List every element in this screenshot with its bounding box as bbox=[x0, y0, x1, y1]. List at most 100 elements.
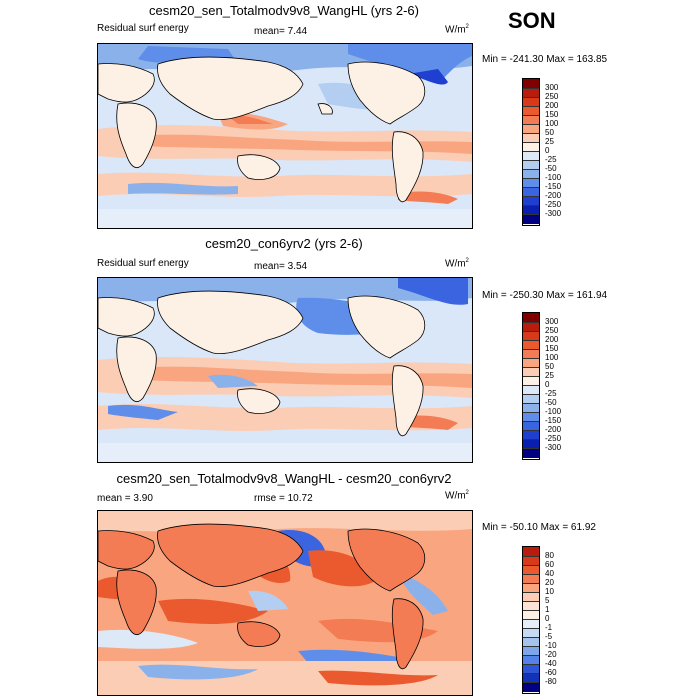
panel-2-colorbar-swatch bbox=[523, 431, 539, 440]
panel-3-colorbar-swatch bbox=[523, 665, 539, 674]
panel-2-tick-label: 50 bbox=[545, 362, 554, 371]
panel-3-colorbar-swatch bbox=[523, 602, 539, 611]
panel-3-tick-label: -5 bbox=[545, 632, 553, 641]
panel-1-tick-label: 150 bbox=[545, 110, 559, 119]
panel-2-tick-label: -300 bbox=[545, 443, 562, 452]
panel-3-tick-label: 1 bbox=[545, 605, 550, 614]
panel-3-rmse-label: rmse = 10.72 bbox=[254, 493, 313, 504]
panel-1-tick-label: -200 bbox=[545, 191, 562, 200]
panel-1-tick-label: 25 bbox=[545, 137, 554, 146]
panel-3-map bbox=[97, 510, 473, 696]
panel-3-colorbar-swatch bbox=[523, 620, 539, 629]
panel-2-colorbar-swatch bbox=[523, 440, 539, 449]
panel-3-colorbar-swatch bbox=[523, 584, 539, 593]
panel-3-mean-label: mean = 3.90 bbox=[97, 493, 153, 504]
panel-1-tick-label: 0 bbox=[545, 146, 550, 155]
panel-3-tick-label: 5 bbox=[545, 596, 550, 605]
panel-3-tick-label: 40 bbox=[545, 569, 554, 578]
panel-2-colorbar-swatch bbox=[523, 386, 539, 395]
panel-2-colorbar-swatch bbox=[523, 413, 539, 422]
panel-1-map bbox=[97, 43, 473, 229]
panel-3-colorbar-swatch bbox=[523, 638, 539, 647]
panel-3-colorbar-swatch bbox=[523, 647, 539, 656]
panel-2-colorbar-swatch bbox=[523, 377, 539, 386]
panel-2-tick-label: -200 bbox=[545, 425, 562, 434]
panel-1-colorbar-swatch bbox=[523, 161, 539, 170]
panel-2-tick-label: 300 bbox=[545, 317, 559, 326]
panel-2-tick-label: 0 bbox=[545, 380, 550, 389]
panel-2-map bbox=[97, 277, 473, 463]
panel-2-tick-label: -25 bbox=[545, 389, 557, 398]
panel-1-colorbar-swatch bbox=[523, 98, 539, 107]
panel-2-colorbar-swatch bbox=[523, 395, 539, 404]
panel-1-colorbar-swatch bbox=[523, 79, 539, 89]
panel-1-colorbar-swatch bbox=[523, 143, 539, 152]
panel-1-colorbar-swatch bbox=[523, 125, 539, 134]
panel-3-tick-label: -1 bbox=[545, 623, 553, 632]
panel-2-colorbar-swatch bbox=[523, 449, 539, 458]
panel-1-tick-label: 250 bbox=[545, 92, 559, 101]
panel-2-colorbar bbox=[522, 312, 540, 460]
panel-1-tick-label: -50 bbox=[545, 164, 557, 173]
panel-3-colorbar-swatch bbox=[523, 557, 539, 566]
panel-3-colorbar-swatch bbox=[523, 674, 539, 683]
panel-3-tick-label: -10 bbox=[545, 641, 557, 650]
panel-2-tick-label: -50 bbox=[545, 398, 557, 407]
panel-2-title: cesm20_con6yrv2 (yrs 2-6) bbox=[205, 236, 363, 251]
panel-3-tick-label: 60 bbox=[545, 560, 554, 569]
panel-1-colorbar-swatch bbox=[523, 134, 539, 143]
panel-3-colorbar-swatch bbox=[523, 593, 539, 602]
panel-1-colorbar-swatch bbox=[523, 188, 539, 197]
panel-2-minmax: Min = -250.30 Max = 161.94 bbox=[482, 290, 608, 301]
panel-2-tick-label: -250 bbox=[545, 434, 562, 443]
panel-1-units: W/m2 bbox=[445, 24, 469, 36]
panel-2-colorbar-swatch bbox=[523, 368, 539, 377]
season-label: SON bbox=[508, 8, 556, 33]
panel-3-colorbar-swatch bbox=[523, 566, 539, 575]
panel-1-tick-label: 200 bbox=[545, 101, 559, 110]
panel-2-colorbar-swatch bbox=[523, 359, 539, 368]
panel-1-colorbar-swatch bbox=[523, 179, 539, 188]
panel-1-colorbar-swatch bbox=[523, 215, 539, 224]
panel-1-colorbar-swatch bbox=[523, 107, 539, 116]
panel-3-tick-label: -80 bbox=[545, 677, 557, 686]
panel-2-mean-label: mean= 3.54 bbox=[254, 261, 308, 272]
panel-2-tick-label: -150 bbox=[545, 416, 562, 425]
panel-3-tick-label: 0 bbox=[545, 614, 550, 623]
panel-1-tick-label: 100 bbox=[545, 119, 559, 128]
panel-3-minmax: Min = -50.10 Max = 61.92 bbox=[482, 522, 596, 533]
panel-3-colorbar-swatch bbox=[523, 683, 539, 692]
panel-2-colorbar-swatch bbox=[523, 313, 539, 323]
panel-1-colorbar-swatch bbox=[523, 152, 539, 161]
panel-1-colorbar-swatch bbox=[523, 89, 539, 98]
panel-1-variable-label: Residual surf energy bbox=[97, 23, 189, 34]
panel-3-tick-label: 10 bbox=[545, 587, 554, 596]
panel-1-tick-label: -300 bbox=[545, 209, 562, 218]
panel-3-colorbar-swatch bbox=[523, 611, 539, 620]
panel-3-colorbar-swatch bbox=[523, 656, 539, 665]
panel-2-variable-label: Residual surf energy bbox=[97, 258, 189, 269]
panel-2-colorbar-swatch bbox=[523, 332, 539, 341]
panel-3-tick-label: 80 bbox=[545, 551, 554, 560]
panel-3-tick-label: -60 bbox=[545, 668, 557, 677]
panel-2-units: W/m2 bbox=[445, 258, 469, 270]
panel-3-colorbar-swatch bbox=[523, 547, 539, 557]
panel-2-tick-label: -100 bbox=[545, 407, 562, 416]
panel-1-colorbar bbox=[522, 78, 540, 226]
panel-3-tick-label: 20 bbox=[545, 578, 554, 587]
panel-1-colorbar-swatch bbox=[523, 197, 539, 206]
panel-1-tick-label: 50 bbox=[545, 128, 554, 137]
panel-3-colorbar-swatch bbox=[523, 629, 539, 638]
panel-3-colorbar bbox=[522, 546, 540, 694]
panel-2-tick-label: 25 bbox=[545, 371, 554, 380]
panel-1-minmax: Min = -241.30 Max = 163.85 bbox=[482, 54, 608, 65]
panel-1-colorbar-swatch bbox=[523, 170, 539, 179]
panel-1-tick-label: -250 bbox=[545, 200, 562, 209]
panel-1-title: cesm20_sen_Totalmodv9v8_WangHL (yrs 2-6) bbox=[149, 3, 419, 18]
panel-2-tick-label: 100 bbox=[545, 353, 559, 362]
panel-1-colorbar-swatch bbox=[523, 116, 539, 125]
panel-3-colorbar-swatch bbox=[523, 575, 539, 584]
panel-2-colorbar-swatch bbox=[523, 341, 539, 350]
panel-1-tick-label: -25 bbox=[545, 155, 557, 164]
panel-1-tick-label: -100 bbox=[545, 173, 562, 182]
